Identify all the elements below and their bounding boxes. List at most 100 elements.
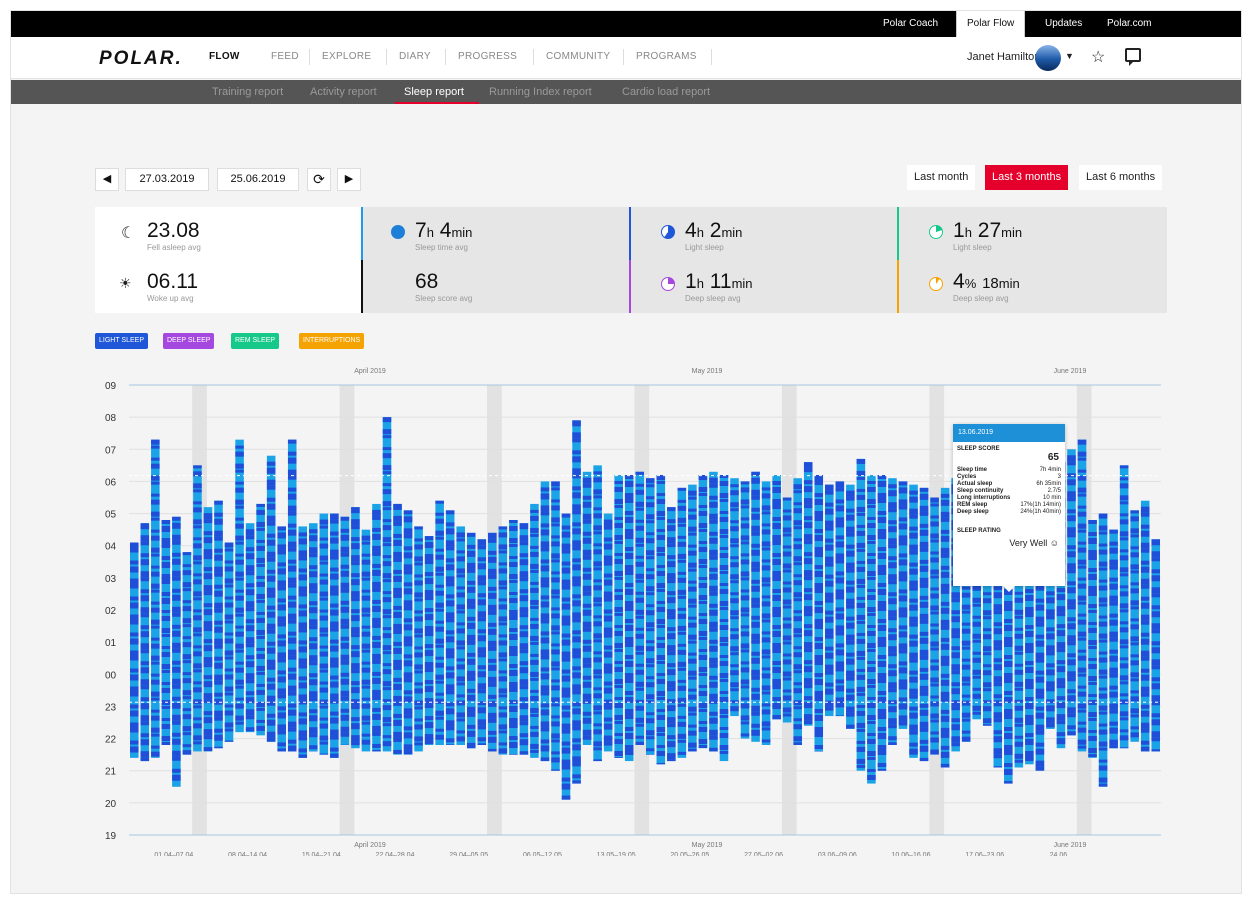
sleep-bar[interactable] <box>730 478 739 717</box>
refresh-icon[interactable]: ⟳ <box>307 168 331 191</box>
sleep-bar[interactable] <box>498 526 508 755</box>
sleep-bar[interactable] <box>466 532 476 749</box>
tab-activity-report[interactable]: Activity report <box>310 86 377 98</box>
sleep-bar[interactable] <box>856 458 866 771</box>
sleep-bar[interactable] <box>572 420 581 784</box>
sleep-bar[interactable] <box>867 475 876 784</box>
sleep-bar[interactable] <box>919 487 929 762</box>
sleep-bar[interactable] <box>330 513 339 758</box>
sleep-bar[interactable] <box>372 503 381 752</box>
sleep-bar[interactable] <box>740 481 750 739</box>
sleep-bar[interactable] <box>245 523 255 733</box>
nav-community[interactable]: COMMUNITY <box>546 51 611 62</box>
sleep-bar[interactable] <box>309 523 318 752</box>
sleep-bar[interactable] <box>130 542 139 758</box>
legend-rem-sleep[interactable]: REM SLEEP <box>231 333 280 349</box>
sleep-bar[interactable] <box>793 478 802 745</box>
sleep-bar[interactable] <box>298 526 308 758</box>
sleep-bar[interactable] <box>1140 500 1150 752</box>
tab-sleep-report[interactable]: Sleep report <box>404 86 464 98</box>
sleep-bar[interactable] <box>1109 529 1118 749</box>
sleep-bar[interactable] <box>256 503 265 736</box>
sleep-bar[interactable] <box>477 539 487 745</box>
sleep-bar[interactable] <box>656 475 666 765</box>
sleep-bar[interactable] <box>909 484 918 758</box>
sleep-bar[interactable] <box>877 475 887 771</box>
end-date-field[interactable]: 25.06.2019 <box>217 168 299 191</box>
prev-period-button[interactable]: ◀ <box>95 168 119 191</box>
sleep-bar[interactable] <box>940 487 950 768</box>
chevron-down-icon[interactable]: ▼ <box>1065 51 1074 61</box>
sleep-bar[interactable] <box>772 475 781 720</box>
sleep-bar[interactable] <box>593 465 602 762</box>
link-polar-flow[interactable]: Polar Flow <box>956 11 1026 37</box>
sleep-bar[interactable] <box>782 497 792 723</box>
star-icon[interactable]: ☆ <box>1091 49 1106 66</box>
sleep-bar[interactable] <box>761 481 771 745</box>
sleep-bar[interactable] <box>161 520 171 745</box>
sleep-bar[interactable] <box>898 481 908 729</box>
range-last-6-months[interactable]: Last 6 months <box>1079 165 1163 190</box>
sleep-bar[interactable] <box>709 471 718 752</box>
sleep-bar[interactable] <box>519 523 529 755</box>
sleep-bar[interactable] <box>445 510 455 745</box>
sleep-bar[interactable] <box>551 481 560 771</box>
tab-cardio-load-report[interactable]: Cardio load report <box>622 86 711 98</box>
sleep-bar[interactable] <box>825 484 834 717</box>
next-period-button[interactable]: ▶ <box>337 168 361 191</box>
sleep-bar[interactable] <box>540 481 550 762</box>
sleep-bar[interactable] <box>1098 513 1108 787</box>
sleep-bar[interactable] <box>151 439 160 758</box>
sleep-bar[interactable] <box>667 507 676 762</box>
sleep-bar[interactable] <box>1077 439 1087 752</box>
sleep-bar[interactable] <box>751 471 760 742</box>
legend-deep-sleep[interactable]: DEEP SLEEP <box>163 333 215 349</box>
link-polar-com[interactable]: Polar.com <box>1107 18 1152 29</box>
sleep-bar[interactable] <box>488 532 497 752</box>
sleep-bar[interactable] <box>456 526 465 745</box>
sleep-bar[interactable] <box>1088 520 1097 758</box>
sleep-bar[interactable] <box>435 500 444 745</box>
sleep-bar[interactable] <box>382 417 392 752</box>
sleep-bar[interactable] <box>614 475 623 758</box>
sleep-bar[interactable] <box>224 542 234 742</box>
legend-interruptions[interactable]: INTERRUPTIONS <box>299 333 365 349</box>
sleep-bar[interactable] <box>635 471 644 745</box>
sleep-bar[interactable] <box>340 516 350 745</box>
sleep-bar[interactable] <box>193 465 202 752</box>
sleep-bar[interactable] <box>140 523 150 762</box>
sleep-bar[interactable] <box>287 439 297 752</box>
sleep-bar[interactable] <box>646 478 655 755</box>
nav-feed[interactable]: FEED <box>271 51 299 62</box>
sleep-bar[interactable] <box>1151 539 1160 752</box>
sleep-bar[interactable] <box>266 455 276 742</box>
sleep-bar[interactable] <box>393 503 402 755</box>
sleep-bar[interactable] <box>561 513 571 800</box>
sleep-bar[interactable] <box>888 478 897 745</box>
legend-light-sleep[interactable]: LIGHT SLEEP <box>95 333 149 349</box>
sleep-bar[interactable] <box>351 507 360 749</box>
range-last-3-months[interactable]: Last 3 months <box>985 165 1069 190</box>
sleep-bar[interactable] <box>424 536 434 745</box>
sleep-bar[interactable] <box>846 484 855 729</box>
sleep-bar[interactable] <box>414 526 423 752</box>
sleep-bar[interactable] <box>803 462 813 726</box>
sleep-bar[interactable] <box>361 529 371 752</box>
sleep-bar[interactable] <box>698 475 708 749</box>
sleep-bar[interactable] <box>182 552 192 755</box>
avatar[interactable] <box>1035 45 1061 71</box>
sleep-bar[interactable] <box>235 439 244 733</box>
link-updates[interactable]: Updates <box>1045 18 1083 29</box>
sleep-bar[interactable] <box>203 507 213 752</box>
sleep-bar[interactable] <box>930 497 939 755</box>
chat-icon[interactable] <box>1125 48 1141 66</box>
sleep-bar[interactable] <box>1130 510 1139 742</box>
nav-diary[interactable]: DIARY <box>399 51 431 62</box>
sleep-bar[interactable] <box>719 475 729 762</box>
link-polar-coach[interactable]: Polar Coach <box>883 18 939 29</box>
polar-logo[interactable]: POLAR. <box>99 48 183 69</box>
sleep-bar[interactable] <box>677 487 687 758</box>
sleep-bar[interactable] <box>688 484 697 752</box>
range-last-month[interactable]: Last month <box>907 165 976 190</box>
sleep-bar[interactable] <box>835 481 845 717</box>
